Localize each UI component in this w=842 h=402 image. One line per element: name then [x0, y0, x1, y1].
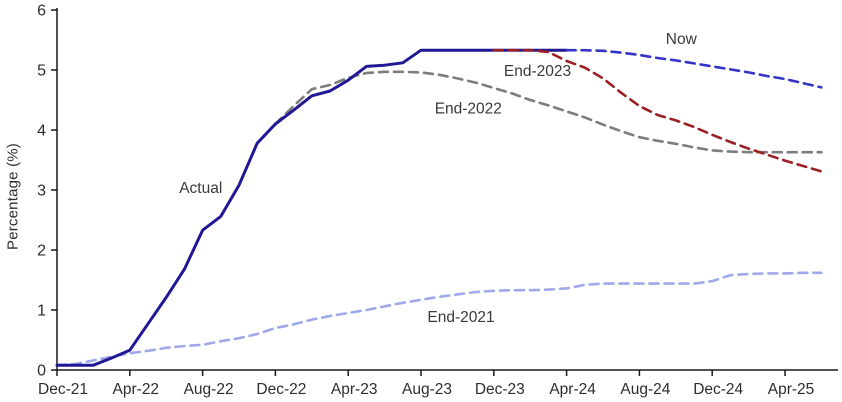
y-tick-label: 2	[37, 243, 46, 260]
y-axis-title: Percentage (%)	[4, 142, 22, 251]
series-line-end-2023	[492, 48, 823, 173]
x-tick-label: Dec-24	[693, 381, 743, 398]
series-label-now: Now	[666, 31, 698, 48]
x-tick-label: Dec-21	[38, 381, 88, 398]
x-tick-label: Apr-24	[549, 381, 596, 398]
y-tick-label: 6	[37, 3, 46, 20]
x-tick-label: Apr-25	[768, 381, 815, 398]
x-tick-label: Aug-22	[184, 381, 234, 398]
series-label-actual: Actual	[179, 180, 222, 197]
series-line-end-2021	[55, 271, 823, 367]
y-tick-label: 4	[37, 123, 46, 140]
x-tick-label: Dec-22	[256, 381, 306, 398]
y-tick-label: 1	[37, 303, 46, 320]
x-tick-label: Apr-22	[113, 381, 160, 398]
y-tick-label: 0	[37, 363, 46, 380]
x-tick-label: Dec-23	[475, 381, 525, 398]
y-tick-label: 3	[37, 183, 46, 200]
series-label-end-2023: End-2023	[504, 63, 571, 80]
y-tick-label: 5	[37, 63, 46, 80]
series-label-end-2022: End-2022	[435, 100, 502, 117]
series-line-end-2022	[274, 70, 823, 154]
x-tick-label: Aug-23	[402, 381, 452, 398]
x-tick-label: Apr-23	[331, 381, 378, 398]
series-line-actual	[55, 48, 569, 367]
series-label-end-2021: End-2021	[427, 309, 494, 326]
series-line-now	[565, 48, 823, 89]
x-tick-label: Aug-24	[620, 381, 670, 398]
